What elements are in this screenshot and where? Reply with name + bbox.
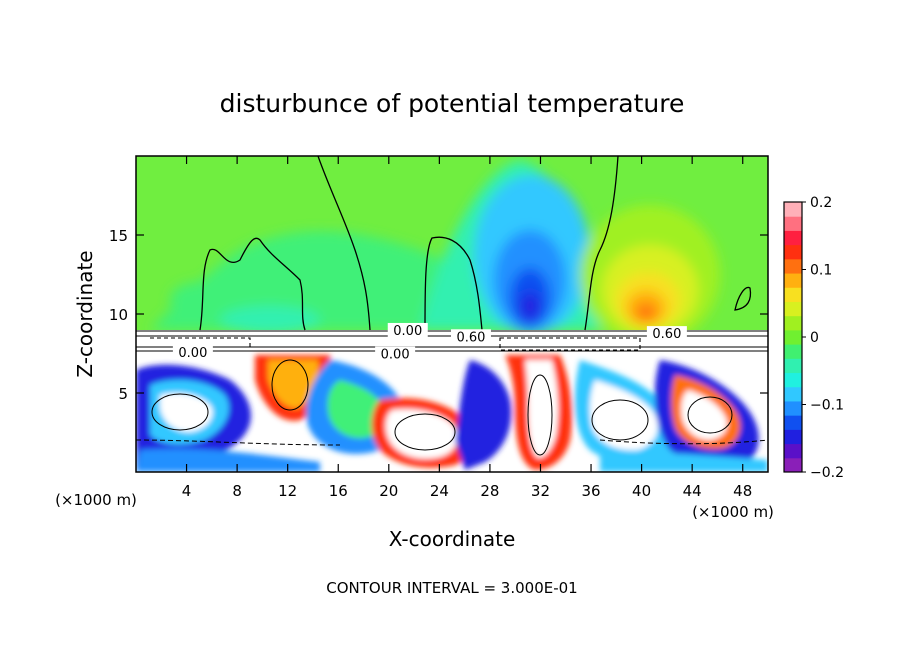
contour-label: 0.60: [456, 330, 485, 345]
contour-label-bg: [172, 345, 213, 360]
contour-label-bg: [375, 346, 416, 361]
x-tick-label: 4: [182, 482, 192, 500]
colorbar-swatch: [784, 358, 802, 374]
colorbar-tick-label: −0.1: [810, 398, 844, 414]
colorbar-tick-label: 0.2: [810, 195, 832, 211]
x-tick-label: 12: [278, 482, 297, 500]
x-axis-label: X-coordinate: [389, 527, 516, 551]
x-axis: 4 8 12 16 20 24 28 32 36 40 44 48: [182, 156, 752, 500]
x-tick-label: 44: [683, 482, 702, 500]
colorbar-swatch: [784, 244, 802, 260]
colorbar-tick-label: 0: [810, 330, 819, 346]
y-tick-label: 10: [109, 306, 128, 324]
colorbar-swatch: [784, 429, 802, 445]
heatmap-field: [136, 156, 768, 472]
x-tick-label: 40: [632, 482, 651, 500]
colorbar-swatch: [784, 273, 802, 288]
colorbar: 0.2 0.1 0 −0.1 −0.2: [783, 195, 844, 481]
y-tick-label: 15: [109, 227, 128, 245]
x-tick-label: 48: [733, 482, 752, 500]
footer-note: CONTOUR INTERVAL = 3.000E-01: [326, 579, 577, 597]
colorbar-swatch: [784, 202, 802, 217]
x-unit-right: (×1000 m): [692, 503, 774, 521]
y-axis-label: Z-coordinate: [73, 250, 97, 377]
colorbar-swatch: [784, 415, 802, 430]
x-tick-label: 20: [379, 482, 398, 500]
colorbar-swatch: [784, 443, 802, 459]
colorbar-swatch: [784, 301, 802, 317]
x-tick-label: 36: [581, 482, 600, 500]
colorbar-swatch: [784, 216, 802, 231]
colorbar-swatch: [784, 386, 802, 402]
contour-label: 0.00: [393, 324, 422, 339]
contour-label-bg: [387, 322, 428, 337]
colorbar-swatch: [784, 329, 802, 345]
colorbar-swatch: [784, 287, 802, 302]
colorbar-tick-label: 0.1: [810, 263, 832, 279]
contour-label-bg: [450, 329, 491, 344]
contour-labels: 0.00 0.00 0.00 0.60 0.60: [172, 322, 687, 363]
colorbar-swatch: [784, 372, 802, 388]
contour-label: 0.60: [652, 327, 681, 342]
x-tick-label: 16: [329, 482, 348, 500]
x-tick-label: 24: [430, 482, 449, 500]
chart-title: disturbunce of potential temperature: [220, 89, 685, 118]
colorbar-swatch: [784, 457, 802, 473]
x-tick-label: 28: [480, 482, 499, 500]
contour-lines: [199, 156, 752, 331]
colorbar-swatch: [784, 400, 802, 416]
contour-label-bg: [646, 326, 687, 341]
x-tick-label: 32: [531, 482, 550, 500]
y-tick-label: 5: [118, 385, 128, 403]
colorbar-tick-label: −0.2: [810, 465, 844, 481]
contour-label: 0.00: [178, 346, 207, 361]
colorbar-swatch: [784, 258, 802, 274]
contour-label: 0.00: [381, 348, 410, 363]
colorbar-swatch: [784, 344, 802, 359]
x-tick-label: 8: [232, 482, 242, 500]
x-unit-left: (×1000 m): [55, 491, 137, 509]
y-axis: 5 10 15: [109, 227, 768, 403]
colorbar-swatch: [784, 315, 802, 331]
colorbar-swatch: [784, 230, 802, 246]
